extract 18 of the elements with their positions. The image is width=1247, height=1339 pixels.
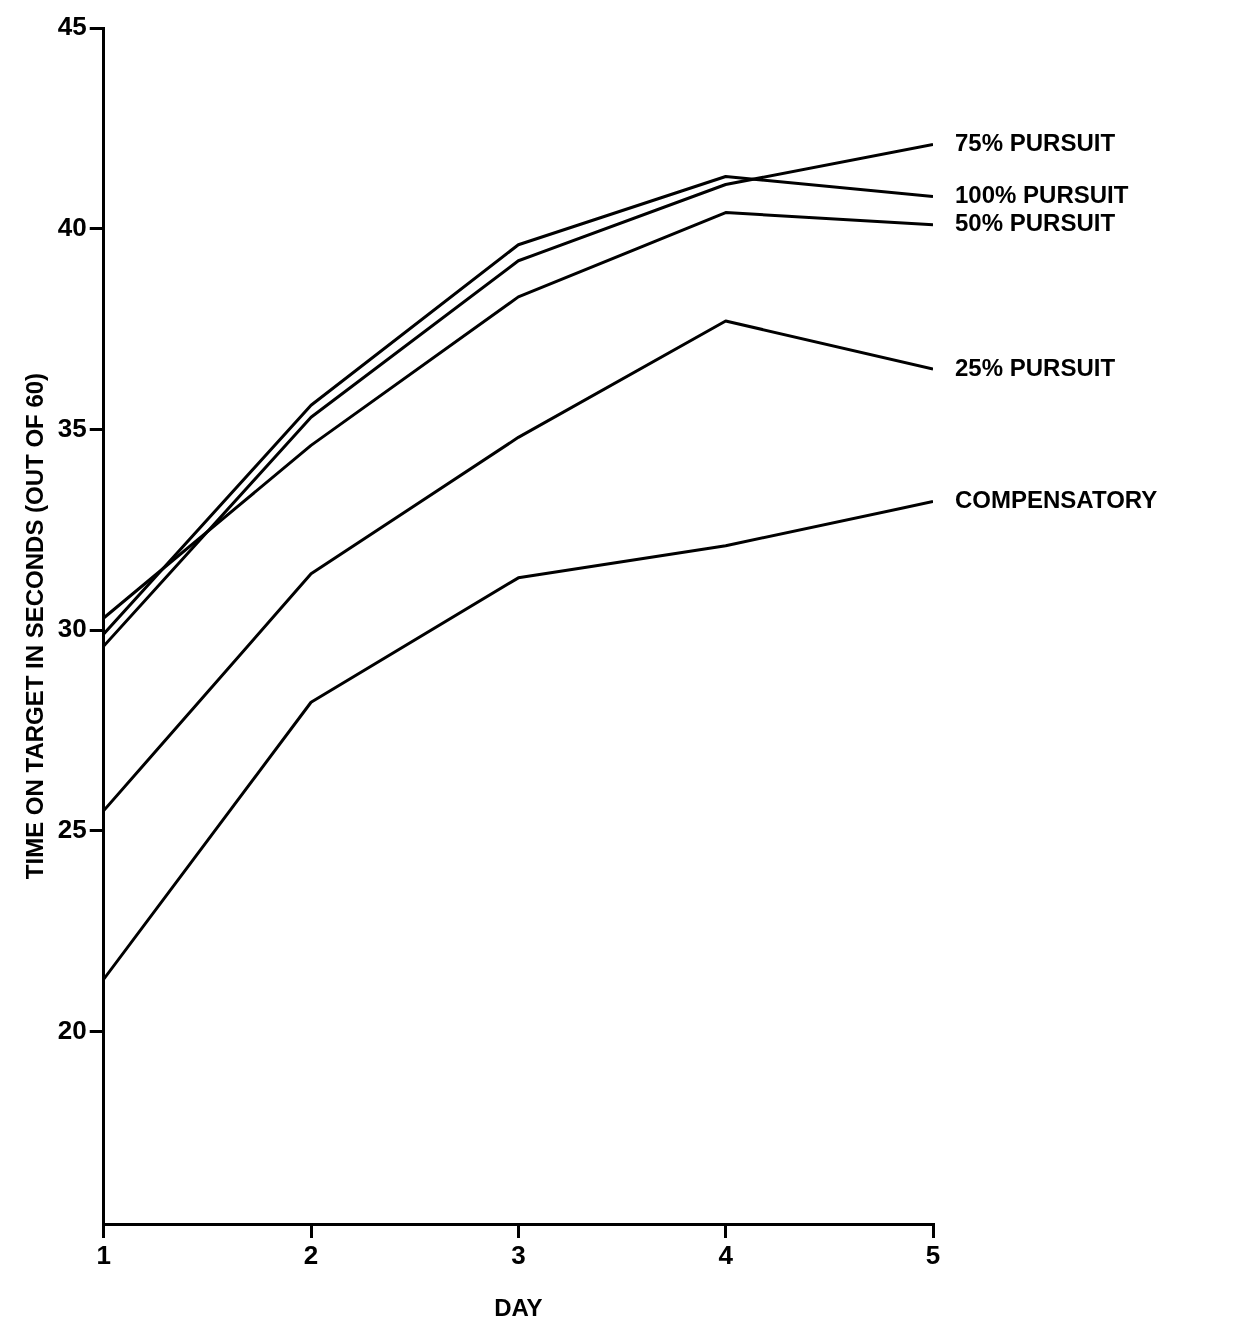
series-label: 50% PURSUIT xyxy=(955,209,1116,237)
y-axis-title: TIME ON TARGET IN SECONDS (OUT OF 60) xyxy=(21,372,49,880)
x-tick-label: 3 xyxy=(511,1239,526,1270)
x-axis-title: DAY xyxy=(494,1294,543,1322)
series-label: 25% PURSUIT xyxy=(955,353,1116,381)
x-tick-label: 2 xyxy=(303,1239,319,1270)
y-tick-label: 45 xyxy=(57,11,87,42)
y-tick-label: 35 xyxy=(57,412,87,443)
series-label: 75% PURSUIT xyxy=(955,129,1116,157)
x-tick-label: 4 xyxy=(718,1239,734,1270)
series-label: COMPENSATORY xyxy=(955,486,1158,514)
series-label: 100% PURSUIT xyxy=(955,181,1129,209)
y-tick-label: 20 xyxy=(57,1014,87,1045)
y-tick-label: 25 xyxy=(57,813,87,844)
y-tick-label: 30 xyxy=(57,613,87,644)
y-tick-label: 40 xyxy=(57,211,87,242)
x-tick-label: 5 xyxy=(925,1239,941,1270)
x-tick-label: 1 xyxy=(96,1239,111,1270)
